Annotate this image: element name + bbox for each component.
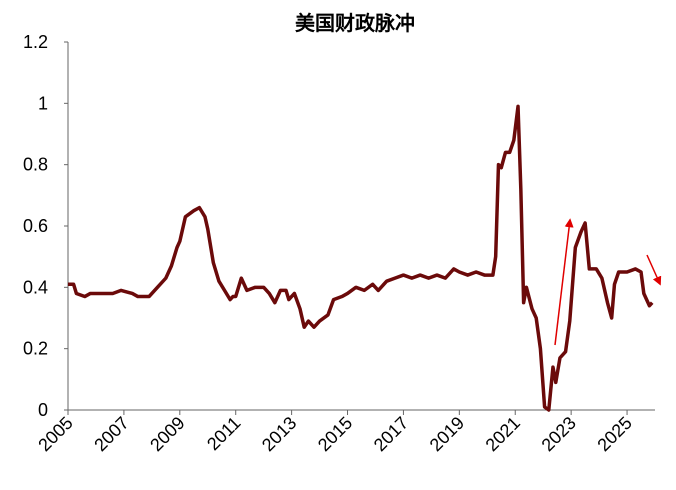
x-tick-label: 2025 bbox=[593, 413, 635, 455]
y-tick-label: 0 bbox=[38, 400, 48, 420]
y-tick-label: 0.2 bbox=[23, 339, 48, 359]
x-tick-label: 2009 bbox=[146, 413, 188, 455]
data-line bbox=[68, 104, 654, 412]
chart-title: 美国财政脉冲 bbox=[295, 11, 415, 35]
x-tick-label: 2015 bbox=[314, 413, 356, 455]
y-tick-label: 0.4 bbox=[23, 277, 48, 297]
x-tick-label: 2023 bbox=[538, 413, 580, 455]
y-tick-label: 0.6 bbox=[23, 216, 48, 236]
x-tick-label: 2011 bbox=[203, 413, 245, 455]
down-arrow bbox=[646, 254, 662, 286]
x-tick-label: 2017 bbox=[370, 413, 412, 455]
x-tick-label: 2021 bbox=[482, 413, 524, 455]
y-tick-label: 0.8 bbox=[23, 155, 48, 175]
x-tick-label: 2019 bbox=[426, 413, 468, 455]
x-tick-label: 2007 bbox=[90, 413, 132, 455]
x-tick-label: 2013 bbox=[258, 413, 300, 455]
up-arrow bbox=[554, 218, 574, 346]
y-tick-label: 1.2 bbox=[23, 32, 48, 52]
y-tick-label: 1 bbox=[38, 93, 48, 113]
